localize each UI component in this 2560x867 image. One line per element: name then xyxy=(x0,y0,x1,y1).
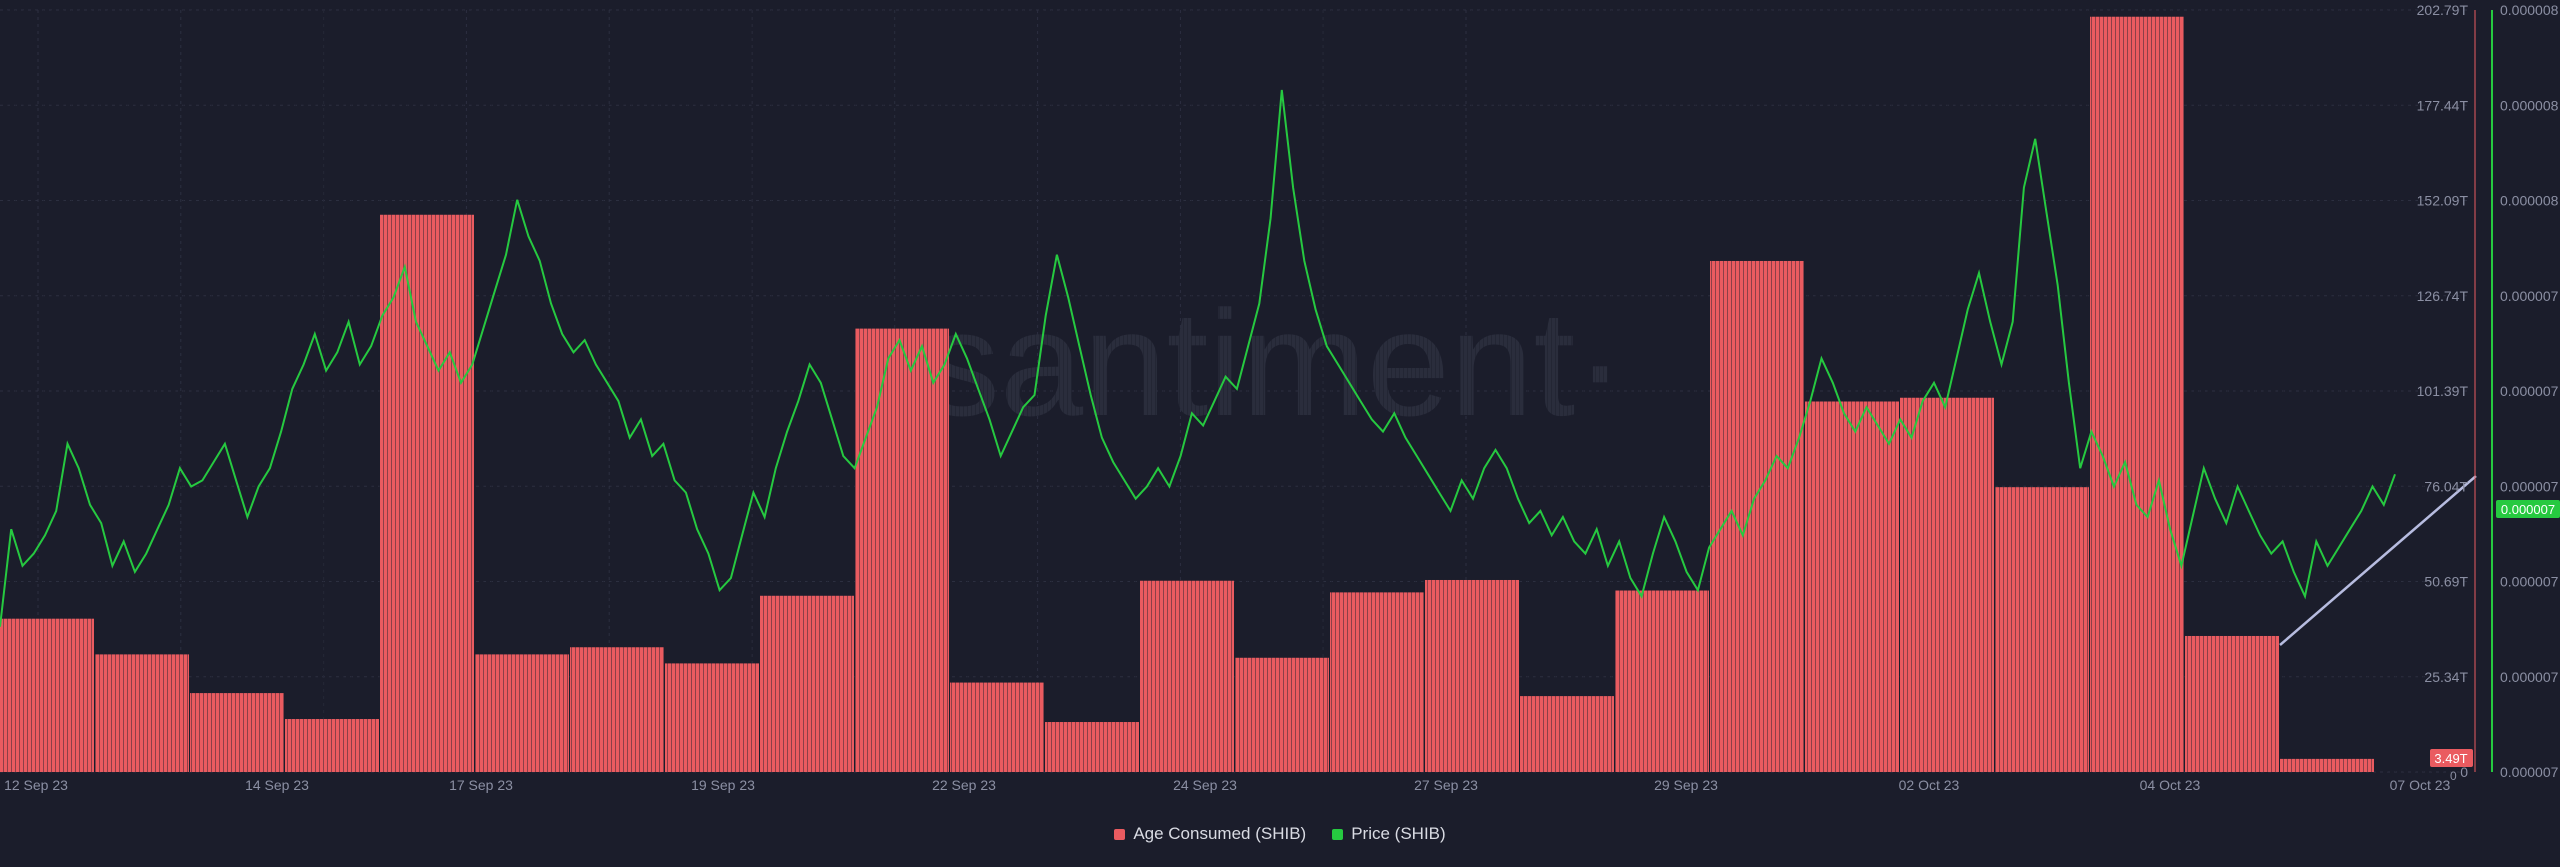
price-line xyxy=(0,89,2396,627)
bars-last-value-badge xyxy=(2430,749,2473,767)
right-axis-tick-label: 0.000007 xyxy=(2500,574,2559,590)
price-last-value-badge xyxy=(2496,500,2560,518)
bar xyxy=(475,654,569,772)
right-axis-tick-label: 0.000007 xyxy=(2500,383,2559,399)
left-axis-tick-label: 152.09T xyxy=(2417,193,2469,209)
left-axis-tick-label: 25.34T xyxy=(2424,669,2468,685)
x-tick-label: 24 Sep 23 xyxy=(1173,777,1237,793)
bar xyxy=(1140,580,1234,772)
legend-item-price[interactable]: Price (SHIB) xyxy=(1332,824,1446,844)
x-tick-label: 04 Oct 23 xyxy=(2140,777,2201,793)
bar xyxy=(95,654,189,772)
left-axis-tick-label: 101.39T xyxy=(2417,383,2469,399)
right-axis-tick-label: 0.000008 xyxy=(2500,97,2559,113)
age-consumed-swatch xyxy=(1114,828,1126,840)
left-axis-tick-label: 76.04T xyxy=(2424,478,2468,494)
bar xyxy=(1425,579,1519,772)
bar xyxy=(760,595,854,772)
bar xyxy=(570,647,664,772)
right-axis-tick-label: 0.000008 xyxy=(2500,193,2559,209)
left-axis-tick-label: 126.74T xyxy=(2417,288,2469,304)
right-axis-tick-label: 0.000007 xyxy=(2500,478,2559,494)
right-axis-tick-label: 0.000008 xyxy=(2500,2,2559,18)
x-tick-label: 19 Sep 23 xyxy=(691,777,755,793)
bar xyxy=(1615,590,1709,772)
bar xyxy=(1045,722,1139,772)
bar xyxy=(0,618,94,772)
watermark: ·santiment· xyxy=(875,279,1625,447)
left-axis-tick-label: 0 xyxy=(2460,764,2468,780)
x-tick-label: 17 Sep 23 xyxy=(449,777,513,793)
bar xyxy=(855,328,949,772)
bar xyxy=(2280,758,2374,772)
x-tick-label: 07 Oct 23 xyxy=(2390,777,2451,793)
legend: Age Consumed (SHIB) Price (SHIB) xyxy=(0,820,2560,848)
x-tick-label: 22 Sep 23 xyxy=(932,777,996,793)
bar xyxy=(2090,16,2184,772)
bars-last-value-label: 3.49T xyxy=(2434,751,2467,766)
bar xyxy=(285,719,379,772)
bar xyxy=(2185,635,2279,772)
left-axis-tick-label: 202.79T xyxy=(2417,2,2469,18)
bar xyxy=(190,693,284,772)
bar xyxy=(1900,397,1994,772)
legend-label-price: Price (SHIB) xyxy=(1351,824,1446,843)
legend-item-age-consumed[interactable]: Age Consumed (SHIB) xyxy=(1114,824,1306,844)
right-axis-tick-label: 0.000007 xyxy=(2500,669,2559,685)
price-swatch xyxy=(1332,828,1344,840)
bar xyxy=(1805,401,1899,772)
x-tick-label: 27 Sep 23 xyxy=(1414,777,1478,793)
left-axis-tick-label: 177.44T xyxy=(2417,97,2469,113)
x-tick-label: 02 Oct 23 xyxy=(1899,777,1960,793)
right-axis-tick-label: 0.000007 xyxy=(2500,764,2559,780)
trend-line xyxy=(2279,475,2477,646)
zero-label: 0 xyxy=(2450,769,2457,783)
x-tick-label: 12 Sep 23 xyxy=(4,777,68,793)
bar xyxy=(665,663,759,772)
x-tick-label: 29 Sep 23 xyxy=(1654,777,1718,793)
left-axis-tick-label: 50.69T xyxy=(2424,574,2468,590)
bar xyxy=(1995,487,2089,772)
bar xyxy=(950,682,1044,772)
bar xyxy=(1330,592,1424,772)
bar xyxy=(1520,696,1614,772)
bar xyxy=(380,214,474,773)
right-axis-tick-label: 0.000007 xyxy=(2500,288,2559,304)
x-tick-label: 14 Sep 23 xyxy=(245,777,309,793)
legend-label-age-consumed: Age Consumed (SHIB) xyxy=(1133,824,1307,843)
bar xyxy=(1710,260,1804,772)
bar xyxy=(1235,657,1329,772)
price-last-value-label: 0.000007 xyxy=(2501,502,2555,517)
